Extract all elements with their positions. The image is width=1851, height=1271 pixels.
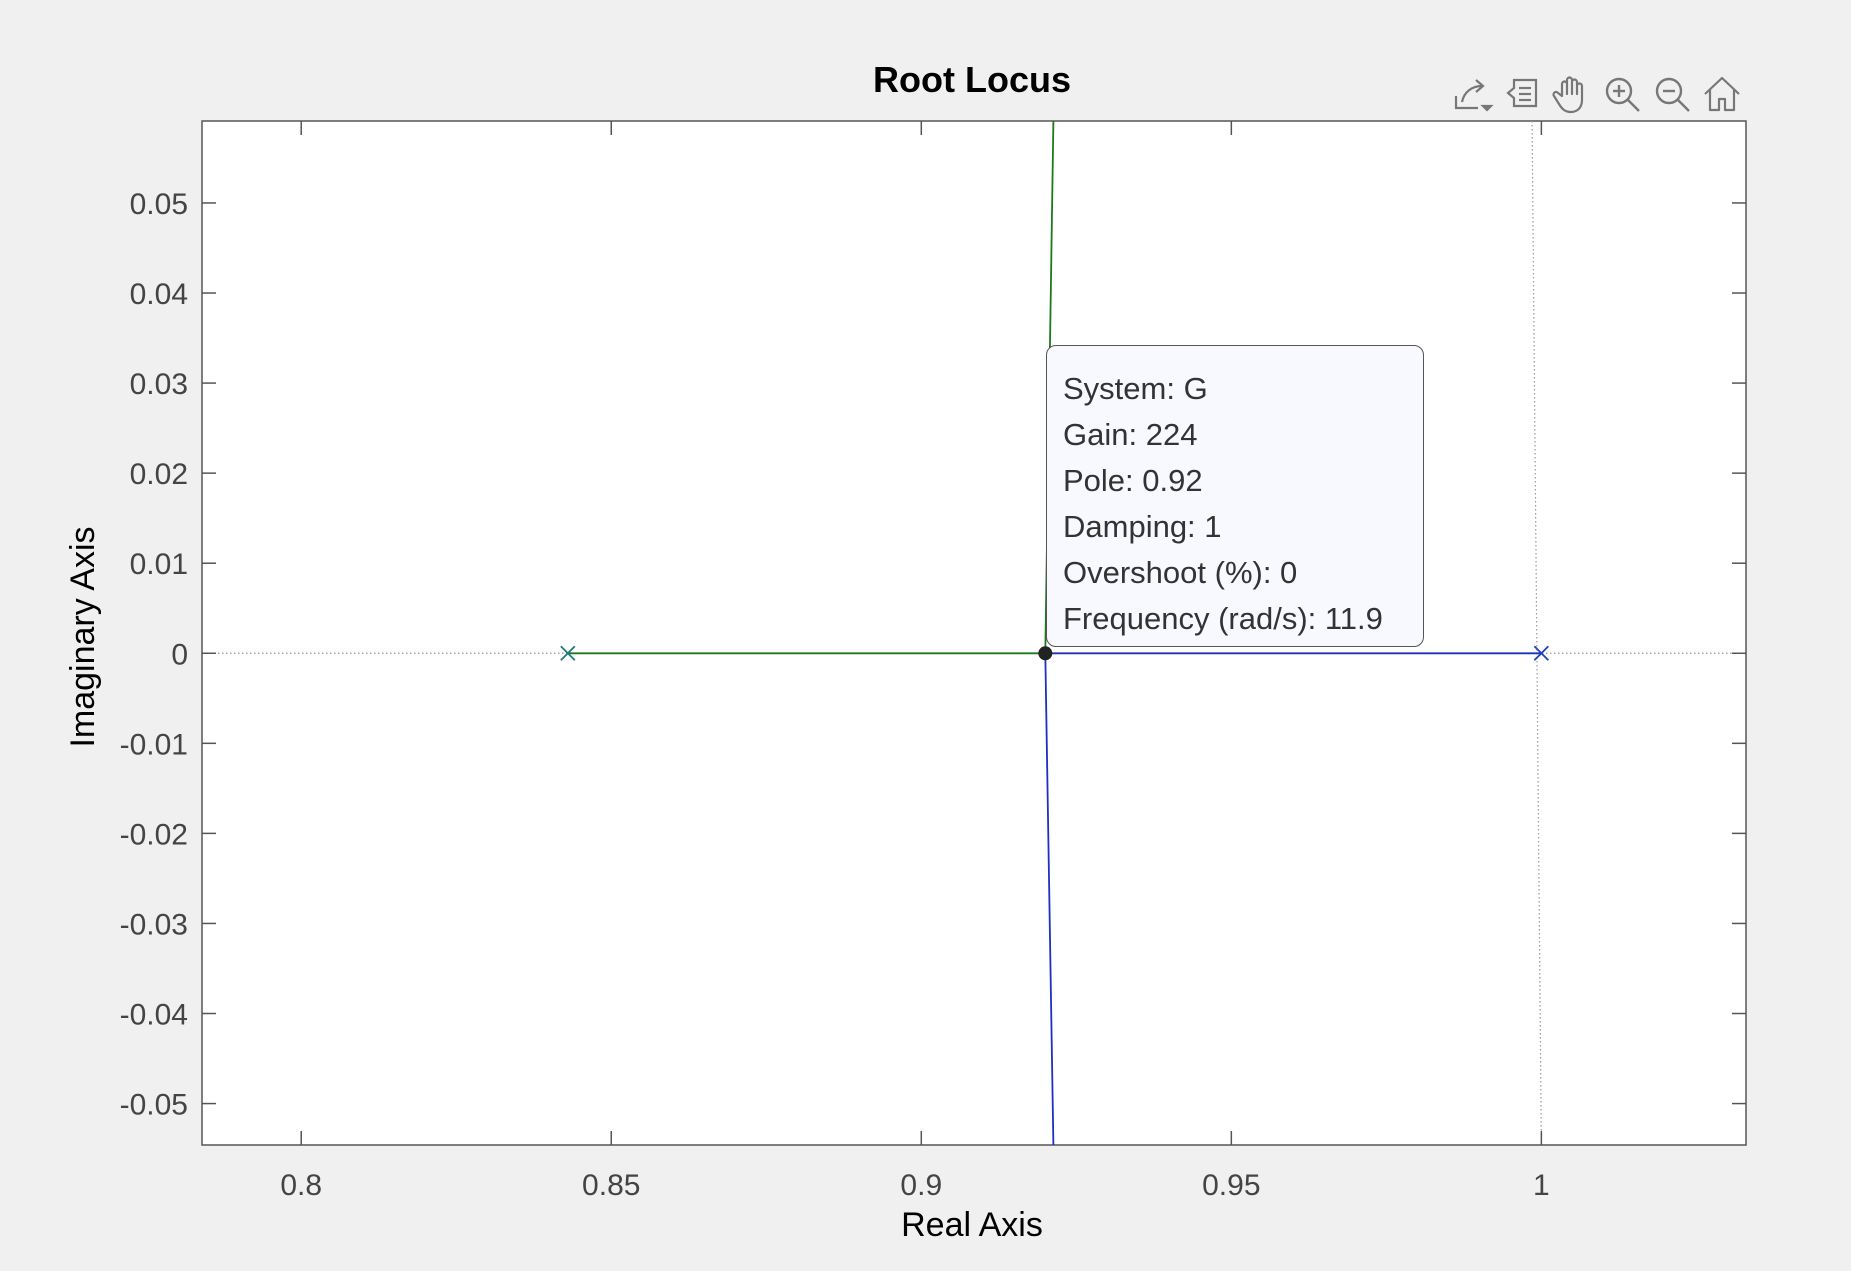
x-tick-label: 1 bbox=[1533, 1169, 1550, 1202]
y-tick-label: 0.02 bbox=[130, 458, 188, 491]
datatip-frequency: Frequency (rad/s): 11.9 bbox=[1063, 601, 1383, 636]
x-axis-label: Real Axis bbox=[901, 1206, 1043, 1244]
selected-data-point[interactable] bbox=[1038, 646, 1053, 661]
locus-branch-4[interactable] bbox=[1044, 653, 1055, 1146]
x-tick-label: 0.85 bbox=[582, 1169, 640, 1202]
unit-circle-reference-line bbox=[1531, 120, 1542, 1146]
y-tick-label: 0.01 bbox=[130, 548, 188, 581]
axes-toolbar bbox=[1448, 68, 1746, 120]
plot-area[interactable] bbox=[201, 120, 1747, 1146]
y-tick-label: -0.02 bbox=[120, 818, 188, 851]
pole-marker-2[interactable] bbox=[1533, 645, 1550, 661]
zoom-out-button[interactable] bbox=[1648, 70, 1696, 118]
home-button[interactable] bbox=[1698, 70, 1746, 118]
x-tick-label: 0.95 bbox=[1202, 1169, 1260, 1202]
zoom-in-icon bbox=[1605, 77, 1640, 112]
pole-marker-1[interactable] bbox=[560, 645, 576, 661]
selected-points bbox=[1038, 646, 1053, 661]
datatip-system: System: G bbox=[1063, 371, 1208, 406]
y-tick-label: 0 bbox=[171, 638, 188, 671]
y-tick-label: 0.05 bbox=[130, 188, 188, 221]
y-tick-label: -0.03 bbox=[120, 908, 188, 941]
datatip-damping: Damping: 1 bbox=[1063, 509, 1222, 544]
x-tick-label: 0.9 bbox=[900, 1169, 942, 1202]
pan-icon bbox=[1552, 76, 1584, 114]
home-icon bbox=[1704, 76, 1740, 112]
pan-button[interactable] bbox=[1548, 70, 1596, 118]
export-icon bbox=[1454, 79, 1494, 112]
y-tick-label: -0.05 bbox=[120, 1089, 188, 1122]
chart-title: Root Locus bbox=[873, 59, 1071, 100]
y-axis-label: Imaginary Axis bbox=[64, 526, 102, 747]
datatip-overshoot: Overshoot (%): 0 bbox=[1063, 555, 1298, 590]
datatip[interactable]: System: G Gain: 224 Pole: 0.92 Damping: … bbox=[1046, 345, 1424, 647]
datatip-gain: Gain: 224 bbox=[1063, 417, 1198, 452]
y-tick-label: 0.03 bbox=[130, 368, 188, 401]
datatip-pole: Pole: 0.92 bbox=[1063, 463, 1203, 498]
export-button[interactable] bbox=[1448, 70, 1496, 118]
axis-ticks: 0.8 0.85 0.9 0.95 1 0.05 0.04 0.03 0.02 0.01 0 -0.0… bbox=[120, 121, 1746, 1202]
datatips-icon bbox=[1506, 78, 1538, 108]
x-tick-label: 0.8 bbox=[280, 1169, 322, 1202]
zoom-out-icon bbox=[1655, 77, 1690, 112]
datatips-button[interactable] bbox=[1498, 70, 1546, 118]
y-tick-label: -0.01 bbox=[120, 728, 188, 761]
y-tick-label: -0.04 bbox=[120, 999, 188, 1032]
y-tick-label: 0.04 bbox=[130, 278, 188, 311]
open-loop-poles bbox=[560, 645, 1550, 661]
zoom-in-button[interactable] bbox=[1598, 70, 1646, 118]
